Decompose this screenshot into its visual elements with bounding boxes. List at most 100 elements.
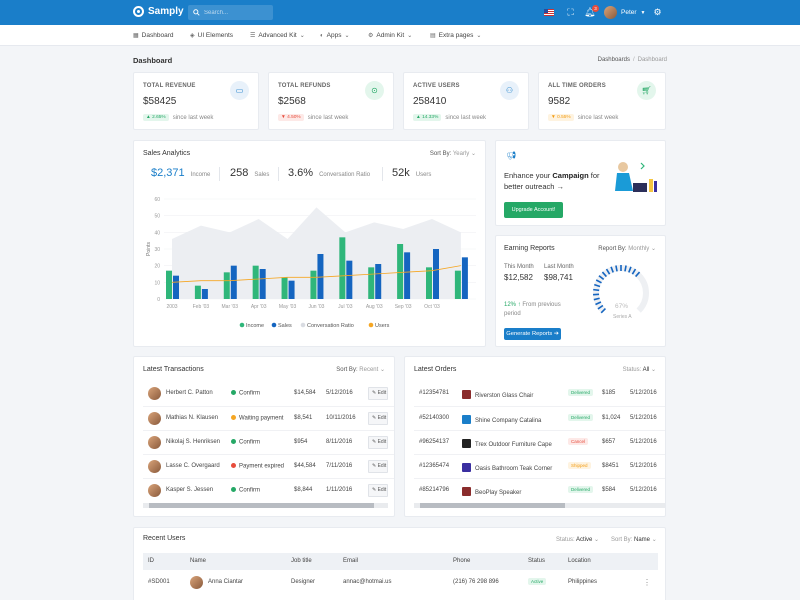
- product-icon: [462, 463, 471, 472]
- gear-icon[interactable]: ⚙: [653, 7, 662, 17]
- search-box[interactable]: [188, 5, 273, 20]
- table-row[interactable]: Kasper S. Jessen Confirm $8,844 1/11/2016 ✎ …: [143, 478, 394, 502]
- status-badge: Cancel: [568, 438, 589, 445]
- bar-sales: [433, 249, 439, 299]
- legend-marker: [368, 322, 374, 328]
- gauge-tick: [595, 279, 602, 284]
- change-badge: ▼ 0.55%: [548, 114, 574, 121]
- bar-sales: [461, 257, 468, 299]
- horizontal-scrollbar[interactable]: [414, 503, 665, 508]
- bar-income: [368, 267, 375, 299]
- edit-button[interactable]: ✎ Edit: [368, 436, 388, 449]
- report-by-dropdown[interactable]: Report By: Monthly ⌄: [598, 246, 656, 252]
- edit-button[interactable]: ✎ Edit: [368, 460, 388, 473]
- app-logo[interactable]: Samply: [133, 6, 184, 17]
- status-badge: Delivered: [568, 389, 594, 396]
- nav-item-ui-elements[interactable]: ◈ UI Elements: [190, 32, 234, 39]
- bar-sales: [375, 264, 382, 299]
- search-input[interactable]: [204, 9, 264, 16]
- table-row[interactable]: Nikolaj S. Henriksen Confirm $954 8/11/2016…: [143, 430, 394, 454]
- upgrade-account-button[interactable]: Upgrade Account!: [504, 202, 563, 218]
- bar-sales: [346, 260, 353, 299]
- edit-button[interactable]: ✎ Edit: [368, 484, 388, 497]
- table-row[interactable]: #12354781 Riverston Glass Chair Delivered $…: [419, 389, 657, 399]
- edit-button[interactable]: ✎ Edit: [368, 387, 388, 400]
- status-badge: Delivered: [568, 414, 594, 421]
- status-badge: Waiting payment: [231, 415, 283, 422]
- table-row[interactable]: #12365474 Oasis Bathroom Teak Corner Shipp…: [414, 454, 665, 478]
- main-nav: ▦ Dashboard ◈ UI Elements ☰ Advanced Kit ⌄ ◐…: [0, 25, 800, 46]
- table-row[interactable]: #SD001 Anna Ciantar Designer annac@hotma…: [148, 576, 651, 589]
- gear-icon: ⚙: [368, 33, 374, 39]
- campaign-card: 📢︎ Enhance your Campaign for better outr…: [495, 140, 666, 226]
- status-dropdown[interactable]: Status: All ⌄: [622, 367, 656, 373]
- status-badge: Delivered: [568, 486, 594, 493]
- nav-item-apps[interactable]: ◐ Apps ⌄: [320, 32, 350, 39]
- horizontal-scrollbar[interactable]: [143, 503, 388, 508]
- orders-title: Latest Orders: [414, 366, 457, 373]
- edit-button[interactable]: ✎ Edit: [368, 412, 388, 425]
- breadcrumb-link[interactable]: Dashboards: [597, 57, 630, 63]
- last-month-value: $98,741: [544, 273, 573, 282]
- search-icon: [193, 9, 200, 16]
- gauge-tick: [593, 288, 600, 292]
- gauge-tick: [594, 283, 601, 288]
- product: BeoPlay Speaker: [462, 487, 521, 496]
- product-icon: [462, 390, 471, 399]
- product-icon: [462, 487, 471, 496]
- nav-item-advanced-kit[interactable]: ☰ Advanced Kit ⌄: [250, 32, 305, 39]
- gauge-tick: [634, 271, 641, 278]
- status-badge: Confirm: [231, 390, 260, 397]
- gauge-tick: [605, 268, 611, 275]
- table-row[interactable]: Mathias N. Klausen Waiting payment $8,541 1…: [143, 406, 394, 430]
- y-tick-label: 30: [154, 247, 160, 253]
- orders-card: Latest Orders Status: All ⌄ #12354781 Riv…: [404, 356, 666, 517]
- x-tick-label: Oct '03: [424, 304, 440, 310]
- person-laptop-illustration: [615, 162, 657, 192]
- apps-icon: ◐: [320, 32, 324, 39]
- breadcrumb-current: Dashboard: [637, 57, 667, 63]
- x-tick-label: Apr '03: [251, 304, 267, 310]
- nav-item-dashboard[interactable]: ▦ Dashboard: [133, 32, 174, 39]
- table-row[interactable]: Herbert C. Patton Confirm $14,584 5/12/2016…: [143, 382, 394, 406]
- bell-icon[interactable]: 🔔︎: [584, 7, 596, 17]
- series-line-users: [171, 265, 461, 283]
- table-row[interactable]: Lasse C. Overgaard Payment expired $44,584…: [143, 454, 394, 478]
- sort-dropdown[interactable]: Sort By: Recent ⌄: [336, 367, 385, 373]
- nav-item-extra-pages[interactable]: ▤ Extra pages ⌄: [430, 32, 482, 39]
- avatar: [148, 460, 161, 473]
- sort-dropdown[interactable]: Sort By: Yearly ⌄: [429, 151, 476, 157]
- table-row[interactable]: #52140300 Shine Company Catalina Delivered…: [414, 406, 665, 430]
- y-axis-label: Points: [146, 242, 152, 256]
- table-row[interactable]: #85214796 BeoPlay Speaker Delivered $584 5/1…: [414, 478, 665, 502]
- gauge-tick: [598, 275, 605, 281]
- dashboard-icon: ▦: [133, 33, 139, 39]
- product-icon: [462, 439, 471, 448]
- x-tick-label: Feb '03: [193, 304, 210, 310]
- status-dropdown[interactable]: Status: Active ⌄: [556, 537, 600, 543]
- stat-card-orders: ALL TIME ORDERS 9582 ▼ 0.55% since last w…: [538, 72, 666, 130]
- chevron-down-icon: ⌄: [344, 33, 350, 39]
- bar-income: [252, 265, 259, 299]
- product-icon: [462, 415, 471, 424]
- change-badge: ▼ 4.50%: [278, 114, 304, 121]
- user-menu[interactable]: Peter ▼: [604, 6, 646, 19]
- chevron-down-icon: ⌄: [299, 33, 305, 39]
- more-options-icon[interactable]: ⋮: [643, 578, 651, 587]
- nav-item-admin-kit[interactable]: ⚙ Admin Kit ⌄: [368, 32, 413, 39]
- fullscreen-icon[interactable]: ⛶: [567, 7, 574, 17]
- status-badge: Confirm: [231, 487, 260, 494]
- y-tick-label: 20: [154, 264, 160, 270]
- language-flag-icon[interactable]: [544, 9, 554, 16]
- bar-income: [194, 285, 201, 299]
- table-row[interactable]: #96254137 Trex Outdoor Furniture Cape Canc…: [414, 430, 665, 454]
- generate-reports-button[interactable]: Generate Reports ➔: [504, 328, 561, 340]
- sort-dropdown[interactable]: Sort By: Name ⌄: [611, 537, 657, 543]
- y-tick-label: 0: [157, 297, 160, 303]
- breadcrumb: Dashboards / Dashboard: [597, 57, 667, 63]
- customer-name: Mathias N. Klausen: [166, 415, 219, 421]
- kpi-income: $2,371 Income: [151, 167, 211, 179]
- customer-name: Lasse C. Overgaard: [166, 463, 220, 469]
- kpi-conversion: 3.6% Conversation Ratio: [288, 167, 371, 179]
- money-icon: ▭: [230, 81, 249, 100]
